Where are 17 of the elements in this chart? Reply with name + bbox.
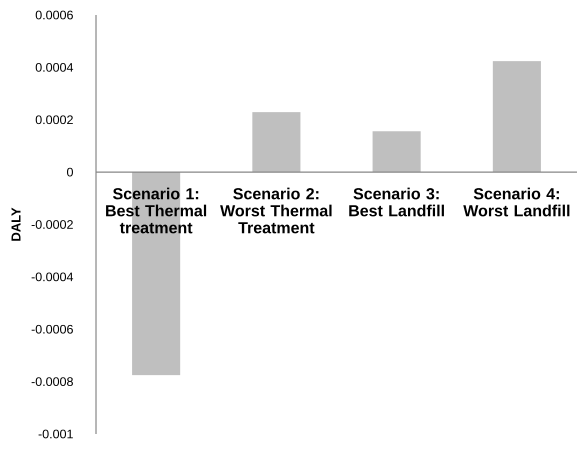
y-tick-label: 0: [67, 168, 73, 177]
bar: [372, 131, 421, 172]
y-tick-label: -0.0004: [32, 272, 74, 282]
y-tick-label: 0.0006: [36, 10, 73, 20]
bar: [492, 61, 541, 172]
x-tick-label: Scenario 2: Worst Thermal Treatment: [220, 188, 332, 234]
x-tick-label: Scenario 1: Best Thermal treatment: [106, 188, 206, 234]
y-tick-label: -0.001: [38, 430, 73, 438]
x-tick-label: Scenario 4: Worst Landfill: [463, 188, 570, 216]
x-tick-label: Scenario 3: Best Landfill: [349, 188, 444, 216]
bar: [252, 112, 300, 172]
y-tick-label: 0.0004: [36, 62, 74, 72]
y-tick-label: -0.0008: [32, 377, 73, 386]
y-tick-label: -0.0002: [32, 220, 73, 229]
y-axis-title: DALY: [12, 208, 20, 241]
y-tick-label: 0.0002: [36, 115, 73, 124]
y-tick-label: -0.0006: [32, 324, 73, 334]
